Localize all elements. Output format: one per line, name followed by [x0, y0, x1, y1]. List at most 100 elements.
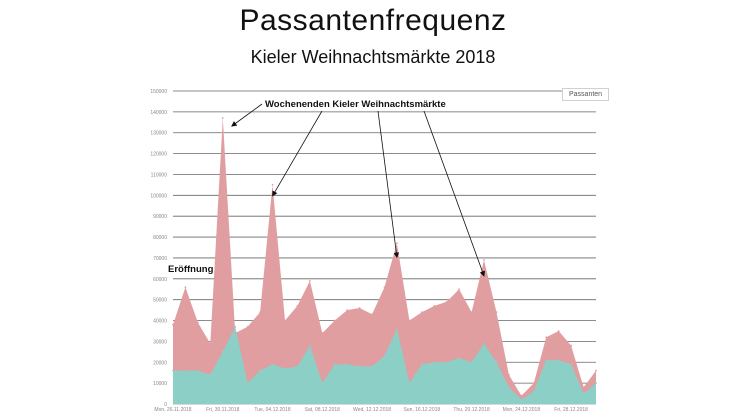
data-point-inner[interactable]	[408, 382, 411, 385]
y-tick-label: 110000	[151, 172, 168, 178]
data-point-total[interactable]	[433, 305, 436, 307]
area-series-inner[interactable]	[173, 326, 596, 404]
y-tick-label: 0	[164, 402, 167, 408]
data-point-inner[interactable]	[234, 325, 237, 328]
data-point-inner[interactable]	[545, 359, 548, 362]
data-point-total[interactable]	[420, 311, 423, 314]
data-point-inner[interactable]	[308, 344, 311, 347]
y-tick-label: 140000	[150, 110, 167, 116]
x-tick-label: Mon, 24.12.2018	[503, 407, 541, 413]
chart-subtitle: Kieler Weihnachtsmärkte 2018	[250, 47, 496, 67]
data-point-inner[interactable]	[470, 361, 473, 364]
data-point-inner[interactable]	[221, 350, 224, 353]
annotation-arrow	[272, 110, 323, 197]
data-point-total[interactable]	[259, 311, 261, 314]
y-tick-label: 60000	[153, 277, 167, 283]
data-point-total[interactable]	[184, 286, 187, 289]
data-point-total[interactable]	[246, 325, 249, 328]
data-point-total[interactable]	[557, 330, 560, 332]
data-point-inner[interactable]	[396, 327, 398, 330]
data-point-total[interactable]	[371, 313, 373, 316]
annotation-weekends: Wochenenden Kieler Weihnachtsmärkte	[265, 99, 446, 110]
data-point-inner[interactable]	[296, 365, 299, 368]
x-tick-label: Mon, 26.11.2018	[154, 407, 191, 413]
data-point-total[interactable]	[383, 286, 386, 289]
data-point-total[interactable]	[234, 332, 237, 334]
data-point-total[interactable]	[271, 184, 274, 186]
chart-title: Passantenfrequenz	[239, 4, 507, 37]
data-point-total[interactable]	[445, 300, 448, 303]
y-tick-label: 50000	[153, 298, 167, 304]
data-point-inner[interactable]	[259, 369, 261, 372]
data-point-total[interactable]	[358, 307, 361, 309]
data-point-total[interactable]	[495, 311, 498, 314]
x-tick-label: Tue, 04.12.2018	[254, 407, 290, 413]
data-point-total[interactable]	[396, 242, 398, 245]
data-point-inner[interactable]	[209, 373, 212, 376]
y-tick-label: 70000	[153, 256, 167, 262]
data-point-total[interactable]	[221, 117, 224, 120]
y-tick-label: 90000	[153, 214, 167, 220]
data-point-inner[interactable]	[532, 390, 535, 393]
data-point-inner[interactable]	[172, 369, 174, 372]
data-point-inner[interactable]	[570, 363, 573, 366]
x-tick-label: Fri, 30.11.2018	[206, 407, 239, 413]
y-tick-label: 130000	[150, 131, 167, 137]
data-point-total[interactable]	[520, 394, 523, 397]
area-series-total[interactable]	[173, 118, 596, 404]
y-tick-label: 20000	[153, 360, 167, 366]
data-point-inner[interactable]	[246, 382, 249, 385]
data-point-total[interactable]	[196, 321, 199, 324]
data-point-total[interactable]	[172, 323, 174, 326]
data-point-inner[interactable]	[371, 365, 373, 368]
data-point-total[interactable]	[408, 319, 411, 322]
data-point-total[interactable]	[545, 336, 548, 339]
data-point-inner[interactable]	[333, 363, 336, 366]
data-point-inner[interactable]	[321, 382, 324, 385]
data-point-inner[interactable]	[271, 363, 274, 366]
data-point-total[interactable]	[209, 342, 212, 345]
annotation-arrow	[377, 110, 400, 259]
data-point-total[interactable]	[470, 311, 473, 314]
data-point-inner[interactable]	[358, 365, 361, 368]
data-point-inner[interactable]	[196, 369, 199, 372]
data-point-total[interactable]	[321, 332, 324, 334]
data-point-total[interactable]	[284, 319, 286, 322]
x-tick-label: Fri, 28.12.2018	[554, 407, 588, 413]
y-tick-label: 40000	[153, 319, 167, 325]
data-point-inner[interactable]	[458, 357, 461, 359]
annotation-arrow	[231, 103, 263, 127]
y-tick-label: 120000	[150, 152, 167, 158]
data-point-total[interactable]	[508, 373, 510, 376]
y-tick-label: 80000	[153, 235, 167, 241]
data-point-inner[interactable]	[420, 363, 423, 366]
data-point-total[interactable]	[483, 259, 485, 261]
data-point-inner[interactable]	[445, 361, 448, 364]
data-point-inner[interactable]	[284, 367, 286, 370]
data-point-inner[interactable]	[184, 369, 187, 372]
y-tick-label: 10000	[153, 381, 167, 387]
data-point-total[interactable]	[582, 386, 585, 389]
y-tick-label: 150000	[150, 89, 167, 95]
legend[interactable]: Passanten	[562, 88, 610, 101]
data-point-inner[interactable]	[508, 386, 510, 389]
x-tick-label: Sat, 08.12.2018	[305, 407, 341, 413]
data-point-inner[interactable]	[582, 392, 585, 395]
data-point-inner[interactable]	[595, 382, 597, 385]
data-point-total[interactable]	[346, 309, 349, 311]
data-point-total[interactable]	[532, 382, 535, 385]
data-point-inner[interactable]	[557, 359, 560, 362]
data-point-inner[interactable]	[383, 355, 386, 357]
data-point-total[interactable]	[308, 279, 311, 282]
y-tick-label: 100000	[150, 193, 167, 199]
data-point-total[interactable]	[333, 319, 336, 322]
data-point-total[interactable]	[458, 288, 461, 291]
data-point-total[interactable]	[595, 369, 597, 372]
data-point-total[interactable]	[570, 344, 573, 347]
data-point-inner[interactable]	[433, 361, 436, 364]
data-point-total[interactable]	[296, 305, 299, 307]
data-point-inner[interactable]	[495, 361, 498, 364]
data-point-inner[interactable]	[520, 398, 523, 401]
data-point-inner[interactable]	[483, 342, 485, 345]
data-point-inner[interactable]	[346, 363, 349, 366]
